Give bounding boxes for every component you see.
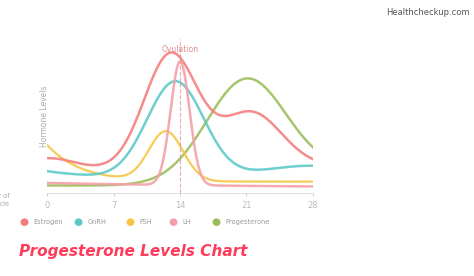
Text: Day of
cicle: Day of cicle (0, 193, 9, 207)
Text: LH: LH (182, 219, 191, 225)
Text: ●: ● (126, 217, 135, 227)
Text: Ovulation: Ovulation (162, 45, 199, 54)
Text: GnRH: GnRH (88, 219, 107, 225)
Y-axis label: Hormone Levels: Hormone Levels (40, 85, 49, 147)
Text: Healthcheckup.com: Healthcheckup.com (386, 8, 469, 17)
Text: FSH: FSH (140, 219, 153, 225)
Text: ●: ● (19, 217, 28, 227)
Text: ●: ● (211, 217, 220, 227)
Text: Estrogen: Estrogen (33, 219, 63, 225)
Text: ●: ● (168, 217, 177, 227)
Text: ●: ● (73, 217, 82, 227)
Text: Progesterone: Progesterone (225, 219, 270, 225)
Text: Progesterone Levels Chart: Progesterone Levels Chart (18, 245, 247, 259)
